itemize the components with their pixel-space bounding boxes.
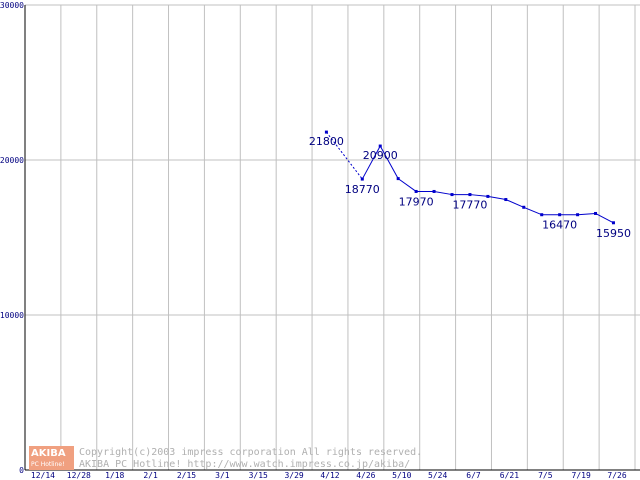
x-tick-label: 7/26 bbox=[607, 471, 626, 480]
data-label: 20900 bbox=[363, 149, 398, 162]
x-tick-label: 7/19 bbox=[572, 471, 591, 480]
series-segment bbox=[523, 206, 542, 216]
y-tick-label: 20000 bbox=[0, 156, 24, 165]
series-segment bbox=[487, 195, 506, 201]
data-point bbox=[504, 198, 508, 202]
data-point bbox=[486, 194, 490, 198]
series-segment bbox=[469, 194, 488, 197]
x-tick-label: 3/29 bbox=[284, 471, 303, 480]
data-point bbox=[594, 211, 598, 215]
series-segment bbox=[595, 213, 614, 224]
site-url-line: AKIBA PC Hotline! http://www.watch.impre… bbox=[79, 459, 410, 470]
series-segment bbox=[326, 131, 363, 180]
series-segment bbox=[379, 145, 399, 179]
x-tick-label: 7/5 bbox=[538, 471, 553, 480]
x-tick-label: 3/1 bbox=[215, 471, 230, 480]
x-tick-label: 5/10 bbox=[392, 471, 411, 480]
series-segment bbox=[577, 212, 596, 216]
x-tick-label: 12/14 bbox=[31, 471, 55, 480]
data-label: 17770 bbox=[452, 199, 487, 212]
akiba-logo-box bbox=[29, 446, 74, 470]
data-point bbox=[611, 221, 615, 225]
x-tick-label: 6/7 bbox=[466, 471, 481, 480]
data-point bbox=[540, 213, 544, 217]
series-segment bbox=[505, 199, 524, 208]
x-tick-label: 6/21 bbox=[500, 471, 519, 480]
data-point bbox=[522, 205, 526, 209]
axes bbox=[24, 5, 640, 471]
data-label: 16470 bbox=[542, 219, 577, 232]
x-tick-label: 12/28 bbox=[67, 471, 91, 480]
data-point bbox=[360, 177, 364, 181]
data-label: 18770 bbox=[345, 183, 380, 196]
y-tick-label: 30000 bbox=[0, 1, 24, 10]
data-labels: 21800 18770 20900 17970 17770 16470 15950 bbox=[309, 135, 631, 240]
data-point bbox=[558, 213, 562, 217]
data-point bbox=[432, 189, 436, 193]
data-point bbox=[378, 144, 382, 148]
data-point bbox=[450, 193, 454, 197]
series-segment bbox=[397, 178, 417, 192]
watermark: AKIBA PC Hotline! Copyright(c)2003 impre… bbox=[29, 446, 422, 470]
y-tick-label: 10000 bbox=[0, 311, 24, 320]
copyright-line: Copyright(c)2003 impress corporation All… bbox=[79, 447, 422, 458]
x-tick-label: 2/15 bbox=[177, 471, 196, 480]
data-point bbox=[396, 177, 400, 181]
akiba-logo-text: AKIBA bbox=[31, 448, 66, 459]
data-label: 17970 bbox=[399, 195, 434, 208]
data-point bbox=[576, 213, 580, 217]
x-tick-label: 3/15 bbox=[249, 471, 268, 480]
y-tick-labels: 30000 20000 10000 0 bbox=[0, 1, 24, 475]
data-point bbox=[414, 189, 418, 193]
series-segment bbox=[361, 145, 381, 180]
x-tick-label: 4/26 bbox=[356, 471, 375, 480]
data-label: 21800 bbox=[309, 135, 344, 148]
x-tick-label: 4/12 bbox=[320, 471, 339, 480]
data-point bbox=[468, 193, 472, 197]
series-line bbox=[324, 130, 615, 225]
x-tick-label: 1/18 bbox=[105, 471, 124, 480]
data-label: 15950 bbox=[596, 227, 631, 240]
x-tick-label: 5/24 bbox=[428, 471, 447, 480]
x-tick-labels: 12/14 12/28 1/18 2/1 2/15 3/1 3/15 3/29 4/12 4/26… bbox=[31, 471, 627, 480]
akiba-logo-subtext: PC Hotline! bbox=[31, 461, 64, 468]
series-segment bbox=[433, 190, 453, 196]
x-tick-label: 2/1 bbox=[143, 471, 158, 480]
y-tick-label: 0 bbox=[19, 466, 24, 475]
data-point bbox=[324, 130, 328, 134]
grid-lines bbox=[25, 4, 640, 470]
